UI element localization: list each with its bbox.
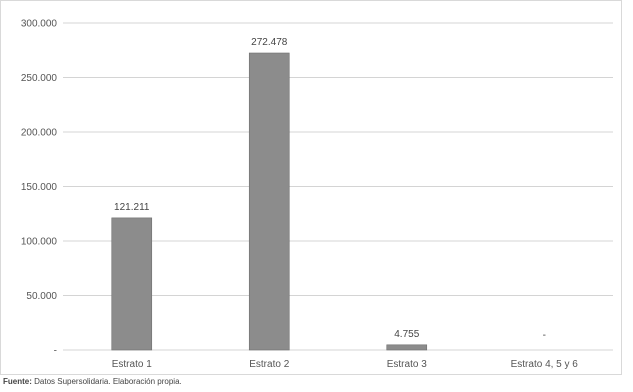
chart-frame: - 50.000 100.000 150.000 200.000 250.000 300.0…: [0, 0, 622, 375]
source-label: Fuente:: [3, 377, 32, 386]
data-label: -: [543, 330, 546, 341]
bar: [111, 217, 153, 351]
category-label: Estrato 2: [249, 359, 289, 370]
bars: [111, 52, 428, 351]
category-label: Estrato 1: [112, 359, 152, 370]
category-label: Estrato 4, 5 y 6: [511, 359, 579, 370]
data-label: 121.211: [114, 202, 150, 213]
y-tick-label: 100.000: [21, 237, 58, 248]
y-tick-label: 50.000: [26, 291, 57, 302]
category-label: Estrato 3: [387, 359, 427, 370]
bar: [248, 52, 290, 351]
y-tick-label: 300.000: [21, 19, 58, 30]
data-labels: 121.211 272.478 4.755 -: [114, 37, 546, 341]
y-tick-label: 250.000: [21, 73, 58, 84]
y-tick-label: -: [54, 346, 57, 357]
bar-chart: - 50.000 100.000 150.000 200.000 250.000 300.0…: [21, 19, 613, 370]
source-note: Fuente: Datos Supersolidaria. Elaboració…: [3, 377, 182, 386]
data-label: 4.755: [394, 329, 419, 340]
y-tick-label: 200.000: [21, 128, 58, 139]
data-label: 272.478: [251, 37, 288, 48]
source-text: Datos Supersolidaria. Elaboración propia…: [31, 377, 182, 386]
x-axis-categories: Estrato 1 Estrato 2 Estrato 3 Estrato 4, 5 …: [112, 359, 579, 370]
y-tick-label: 150.000: [21, 182, 58, 193]
gridlines: [63, 22, 613, 351]
bar: [386, 344, 428, 351]
y-axis-ticks: - 50.000 100.000 150.000 200.000 250.000 300.0…: [21, 19, 58, 357]
